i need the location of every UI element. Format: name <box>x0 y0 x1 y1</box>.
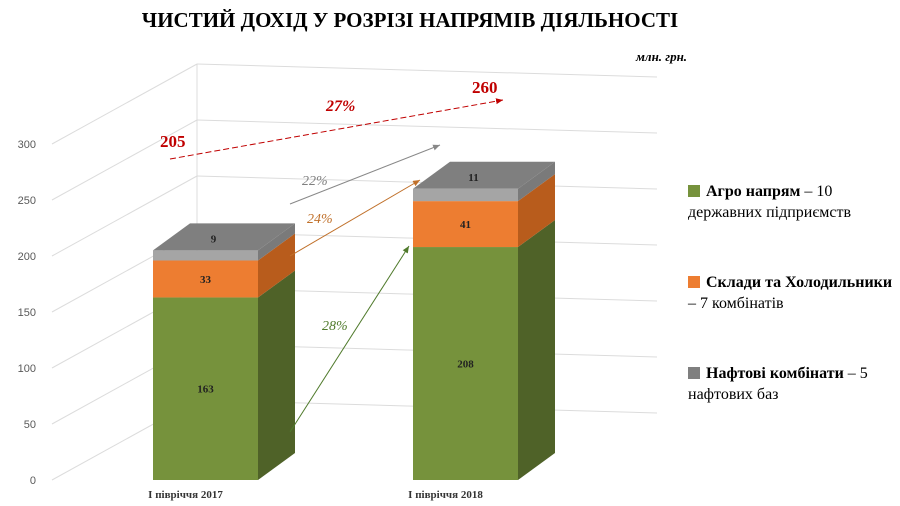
data-label-nafta: 9 <box>211 233 217 245</box>
bar-side-nafta <box>258 223 295 261</box>
legend-item-nafta: Нафтові комбінати – 5 нафтових баз <box>688 363 893 405</box>
growth-label-nafta: 22% <box>302 174 328 189</box>
growth-arrow-nafta <box>289 144 441 205</box>
y-tick-label: 250 <box>18 195 36 207</box>
bar-side-nafta <box>518 161 555 202</box>
y-tick-label: 0 <box>30 475 36 487</box>
bar-segment-sklady <box>413 201 518 248</box>
bar-top <box>153 223 295 251</box>
growth-label-sklady: 24% <box>307 212 333 227</box>
growth-label-total: 27% <box>325 98 355 115</box>
data-label-agro: 163 <box>197 384 214 396</box>
bar-side-agro <box>258 270 295 480</box>
legend-label-sklady-bold: Склади та Холодильники <box>706 274 893 291</box>
legend-swatch-nafta <box>688 367 700 379</box>
legend-label-sklady-rest: – 7 комбінатів <box>688 295 784 312</box>
bar-segment-nafta <box>413 188 518 202</box>
bar-segment-agro <box>153 297 258 480</box>
y-tick-label: 200 <box>18 251 36 263</box>
bar-side-agro <box>518 220 555 481</box>
data-label-sklady: 41 <box>460 219 471 231</box>
data-label-nafta: 11 <box>468 172 478 184</box>
growth-arrow-total <box>169 98 504 160</box>
data-label-sklady: 33 <box>200 274 212 286</box>
legend-label-nafta-bold: Нафтові комбінати <box>706 365 844 382</box>
y-tick-label: 300 <box>18 139 36 151</box>
legend-swatch-sklady <box>688 276 700 288</box>
y-tick-label: 50 <box>24 419 36 431</box>
bar-top <box>413 161 555 189</box>
bar-segment-nafta <box>153 250 258 261</box>
total-label-2017: 205 <box>160 132 186 151</box>
y-tick-label: 150 <box>18 307 36 319</box>
total-label-2018: 260 <box>472 78 498 97</box>
bar-side-sklady <box>518 174 555 248</box>
gridline-back <box>196 63 658 78</box>
gridline-side <box>51 175 198 257</box>
legend-item-agro: Агро напрям – 10 державних підприємств <box>688 181 893 223</box>
growth-arrow-sklady <box>289 179 421 257</box>
y-tick-label: 100 <box>18 363 36 375</box>
bar-segment-agro <box>413 247 518 480</box>
x-tick-label: І півріччя 2017 <box>148 489 223 501</box>
growth-arrow-agro <box>289 245 410 433</box>
gridline-side <box>51 119 198 201</box>
unit-label: млн. грн. <box>636 49 688 64</box>
gridline-back <box>196 119 658 134</box>
growth-label-agro: 28% <box>322 319 348 334</box>
chart-title: ЧИСТИЙ ДОХІД У РОЗРІЗІ НАПРЯМІВ ДІЯЛЬНОС… <box>141 8 679 32</box>
bar-side-sklady <box>258 233 295 298</box>
x-tick-label: І півріччя 2018 <box>408 489 483 501</box>
bar-segment-sklady <box>153 260 258 298</box>
legend-label-nafta-rest: – 5 нафтових баз <box>688 365 868 403</box>
legend-label-agro-rest: – 10 державних підприємств <box>688 183 851 221</box>
legend-item-sklady: Склади та Холодильники – 7 комбінатів <box>688 272 893 314</box>
legend-swatch-agro <box>688 185 700 197</box>
data-label-agro: 208 <box>457 359 474 371</box>
legend-label-agro-bold: Агро напрям <box>706 183 801 200</box>
gridline-side <box>51 63 198 145</box>
